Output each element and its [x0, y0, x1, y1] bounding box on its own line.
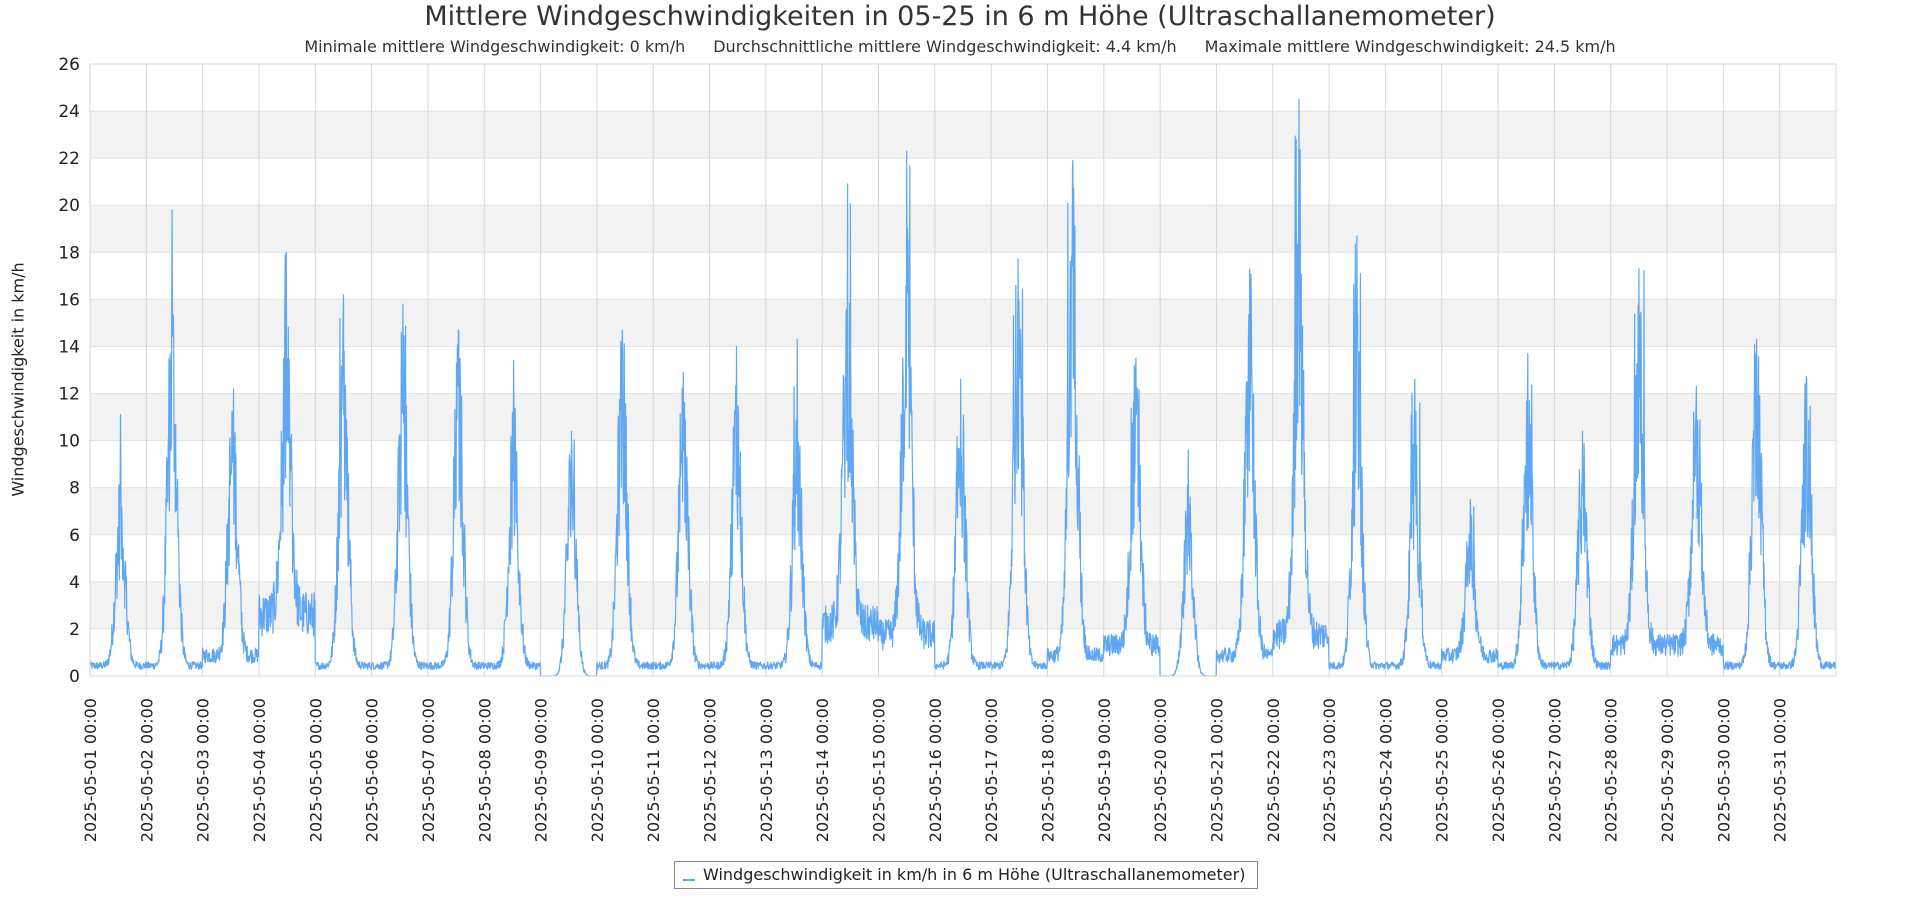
x-tick-label: 2025-05-26 00:00: [1489, 698, 1508, 842]
x-tick-label: 2025-05-25 00:00: [1433, 698, 1452, 842]
y-tick-label: 24: [58, 102, 80, 122]
subtitle-max: Maximale mittlere Windgeschwindigkeit: 2…: [1204, 37, 1616, 56]
x-tick-label: 2025-05-02 00:00: [137, 698, 156, 842]
x-tick-label: 2025-05-30 00:00: [1714, 698, 1733, 842]
x-tick-label: 2025-05-15 00:00: [870, 698, 889, 842]
x-tick-label: 2025-05-29 00:00: [1658, 698, 1677, 842]
legend-swatch: [683, 879, 695, 881]
y-tick-label: 4: [69, 573, 80, 593]
chart-subtitle: Minimale mittlere Windgeschwindigkeit: 0…: [0, 36, 1920, 58]
series-group: [89, 98, 1837, 677]
subtitle-avg: Durchschnittliche mittlere Windgeschwind…: [713, 37, 1177, 56]
subtitle-min: Minimale mittlere Windgeschwindigkeit: 0…: [304, 37, 686, 56]
x-tick-labels: 2025-05-01 00:00 2025-05-02 00:00 2025-05-…: [81, 698, 1790, 842]
x-tick-label: 2025-05-27 00:00: [1545, 698, 1564, 842]
x-tick-label: 2025-05-06 00:00: [363, 698, 382, 842]
x-tick-label: 2025-05-10 00:00: [588, 698, 607, 842]
x-tick-label: 2025-05-22 00:00: [1264, 698, 1283, 842]
x-tick-label: 2025-05-07 00:00: [419, 698, 438, 842]
x-tick-label: 2025-05-01 00:00: [81, 698, 100, 842]
x-tick-label: 2025-05-18 00:00: [1038, 698, 1057, 842]
grid-band: [90, 299, 1836, 347]
chart-title: Mittlere Windgeschwindigkeiten in 05-25 …: [424, 1, 1496, 32]
x-tick-label: 2025-05-13 00:00: [757, 698, 776, 842]
grid-bands: [90, 111, 1836, 629]
x-tick-label: 2025-05-04 00:00: [250, 698, 269, 842]
y-tick-label: 20: [58, 196, 80, 216]
y-tick-label: 6: [69, 526, 80, 546]
x-tick-label: 2025-05-11 00:00: [644, 698, 663, 842]
x-tick-label: 2025-05-23 00:00: [1320, 698, 1339, 842]
x-tick-label: 2025-05-17 00:00: [982, 698, 1001, 842]
y-tick-label: 8: [69, 479, 80, 499]
x-tick-label: 2025-05-28 00:00: [1602, 698, 1621, 842]
y-tick-label: 16: [58, 290, 80, 310]
x-tick-label: 2025-05-03 00:00: [194, 698, 213, 842]
x-tick-label: 2025-05-21 00:00: [1207, 698, 1226, 842]
x-tick-label: 2025-05-08 00:00: [475, 698, 494, 842]
y-tick-label: 18: [58, 243, 80, 263]
grid-band: [90, 111, 1836, 159]
y-tick-label: 10: [58, 432, 80, 452]
y-tick-label: 12: [58, 385, 80, 405]
chart-legend[interactable]: Windgeschwindigkeit in km/h in 6 m Höhe …: [674, 861, 1259, 889]
x-tick-label: 2025-05-16 00:00: [926, 698, 945, 842]
series-line-wind-speed: [89, 98, 1837, 677]
grid-band: [90, 581, 1836, 629]
y-tick-label: 0: [69, 667, 80, 687]
y-tick-label: 14: [58, 337, 80, 357]
y-tick-label: 22: [58, 149, 80, 169]
legend-label: Windgeschwindigkeit in km/h in 6 m Höhe …: [703, 865, 1246, 884]
x-tick-label: 2025-05-14 00:00: [813, 698, 832, 842]
x-tick-label: 2025-05-31 00:00: [1771, 698, 1790, 842]
x-tick-label: 2025-05-09 00:00: [532, 698, 551, 842]
plot-frame: [89, 63, 1837, 677]
x-tick-label: 2025-05-20 00:00: [1151, 698, 1170, 842]
x-tick-label: 2025-05-12 00:00: [701, 698, 720, 842]
grid-band: [90, 205, 1836, 253]
x-tick-label: 2025-05-24 00:00: [1376, 698, 1395, 842]
y-tick-label: 26: [58, 55, 80, 75]
x-tick-label: 2025-05-19 00:00: [1095, 698, 1114, 842]
x-tick-label: 2025-05-05 00:00: [306, 698, 325, 842]
y-tick-label: 2: [69, 620, 80, 640]
